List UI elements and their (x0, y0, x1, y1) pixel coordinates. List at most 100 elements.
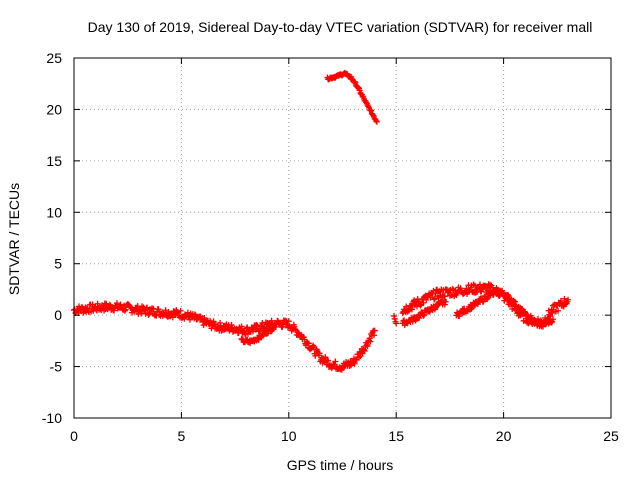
series-arc-3 (324, 69, 380, 125)
y-tick-label: 20 (46, 101, 62, 117)
series-arc-4 (391, 312, 400, 327)
data-point (427, 294, 434, 301)
data-point (94, 300, 101, 307)
data-point (561, 295, 568, 302)
data-point (371, 332, 378, 339)
data-point (441, 293, 448, 300)
data-point (316, 350, 323, 357)
series-arc-6 (399, 296, 449, 329)
data-point (373, 118, 380, 125)
series-arc-1 (71, 300, 378, 373)
data-point (525, 313, 532, 320)
y-axis-label: SDTVAR / TECUs (6, 183, 22, 295)
x-axis-label: GPS time / hours (287, 457, 394, 473)
data-point (305, 340, 312, 347)
data-points (71, 69, 572, 373)
data-point (127, 304, 134, 311)
data-point (351, 360, 358, 367)
data-point (192, 311, 199, 318)
data-point (184, 309, 191, 316)
series-arc-2 (238, 324, 277, 347)
data-point (512, 298, 519, 305)
data-point (504, 291, 511, 298)
data-point (285, 318, 292, 325)
y-tick-label: 0 (54, 307, 62, 323)
data-point (364, 343, 371, 350)
data-point (237, 326, 244, 333)
x-tick-label: 10 (281, 428, 297, 444)
data-point (122, 306, 129, 313)
data-point (143, 305, 150, 312)
data-point (484, 287, 491, 294)
data-point (322, 354, 329, 361)
data-point (113, 300, 120, 307)
y-tick-label: -5 (50, 359, 63, 375)
data-point (121, 307, 128, 314)
y-tick-label: 25 (46, 50, 62, 66)
data-point (549, 309, 556, 316)
data-point (174, 308, 181, 315)
x-tick-label: 5 (178, 428, 186, 444)
x-tick-label: 0 (70, 428, 78, 444)
data-point (360, 346, 367, 353)
data-point (476, 281, 483, 288)
data-point (268, 317, 275, 324)
data-point (228, 321, 235, 328)
data-point (177, 307, 184, 314)
data-point (431, 296, 438, 303)
data-point (409, 318, 416, 325)
data-point (111, 307, 118, 314)
data-point (361, 348, 368, 355)
data-point (363, 341, 370, 348)
y-tick-label: 10 (46, 204, 62, 220)
data-point (547, 313, 554, 320)
data-point (499, 287, 506, 294)
data-point (420, 299, 427, 306)
y-axis-ticks: -10 -5 0 5 10 15 20 25 (42, 50, 611, 426)
data-point (457, 285, 464, 292)
x-axis-ticks: 0 5 10 15 20 25 (70, 58, 619, 444)
data-point (421, 312, 428, 319)
data-point (555, 307, 562, 314)
data-point (391, 315, 398, 322)
data-point (261, 324, 268, 331)
data-point (270, 325, 277, 332)
chart-title: Day 130 of 2019, Sidereal Day-to-day VTE… (88, 19, 593, 35)
data-point (403, 303, 410, 310)
data-point (332, 358, 339, 365)
data-point (145, 311, 152, 318)
y-tick-label: 5 (54, 256, 62, 272)
data-point (201, 314, 208, 321)
x-tick-label: 15 (388, 428, 404, 444)
data-point (367, 338, 374, 345)
data-point (352, 79, 359, 86)
data-point (270, 324, 277, 331)
data-point (325, 357, 332, 364)
data-point (484, 296, 491, 303)
data-point (432, 290, 439, 297)
data-point (351, 78, 358, 85)
data-point (367, 106, 374, 113)
x-tick-label: 25 (603, 428, 619, 444)
data-point (117, 301, 124, 308)
x-tick-label: 20 (496, 428, 512, 444)
y-tick-label: 15 (46, 153, 62, 169)
y-tick-label: -10 (42, 410, 62, 426)
data-point (155, 306, 162, 313)
data-point (550, 316, 557, 323)
data-point (368, 107, 375, 114)
data-point (292, 326, 299, 333)
data-point (373, 118, 380, 125)
plot-frame (73, 57, 612, 419)
series-arc-7 (453, 286, 557, 330)
data-point (489, 291, 496, 298)
data-point (548, 319, 555, 326)
data-point (393, 320, 400, 327)
data-point (217, 319, 224, 326)
data-point (441, 301, 448, 308)
data-point (565, 296, 572, 303)
data-point (371, 327, 378, 334)
data-point (408, 306, 415, 313)
data-point (238, 323, 245, 330)
